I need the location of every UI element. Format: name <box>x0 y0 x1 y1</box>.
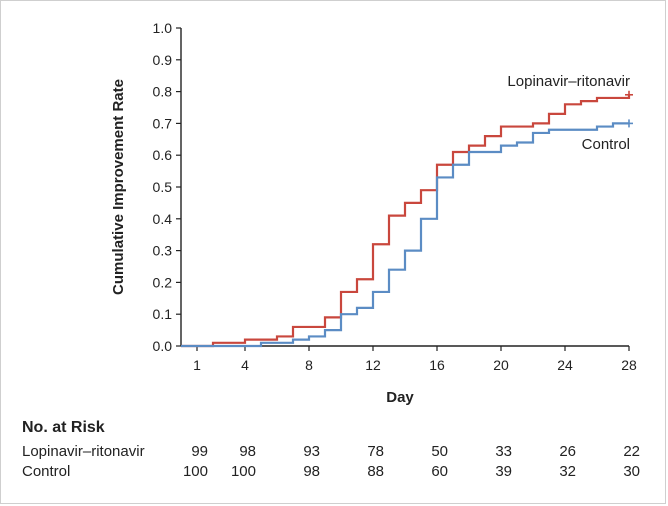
x-tick-label: 20 <box>493 357 509 373</box>
y-tick-label: 0.4 <box>153 211 173 227</box>
y-tick-label: 0.3 <box>153 243 173 259</box>
risk-row-label: Control <box>22 463 71 480</box>
series-line-lopinavir <box>181 94 631 348</box>
x-tick-label: 28 <box>621 357 637 373</box>
x-axis-title: Day <box>386 389 414 406</box>
y-tick-label: 0.5 <box>153 179 173 195</box>
risk-value: 26 <box>559 443 576 460</box>
risk-value: 93 <box>303 443 320 460</box>
risk-value: 100 <box>182 463 208 480</box>
series-label-control: Control <box>582 136 630 153</box>
risk-value: 39 <box>495 463 512 480</box>
y-tick-label: 0.6 <box>153 147 173 163</box>
y-tick-label: 0.9 <box>153 52 173 68</box>
x-tick-label: 12 <box>365 357 381 373</box>
risk-value: 33 <box>495 443 512 460</box>
risk-value: 99 <box>191 443 208 460</box>
series-line-control <box>181 122 629 348</box>
risk-row-lopinavir: Lopinavir–ritonavir 99 98 93 78 50 33 26 22 <box>0 443 668 461</box>
series-layer <box>181 90 633 348</box>
risk-value: 78 <box>367 443 384 460</box>
y-tick-label: 0.0 <box>153 338 173 354</box>
risk-value: 22 <box>623 443 640 460</box>
risk-row-control: Control 100 100 98 88 60 39 32 30 <box>0 463 668 481</box>
y-tick-label: 0.1 <box>153 306 173 322</box>
risk-value: 30 <box>623 463 640 480</box>
axes: 0.0 0.1 0.2 0.3 0.4 0.5 0.6 0.7 0.8 0.9 1.0 1 4 8 12 16… <box>153 20 637 373</box>
series-label-lopinavir: Lopinavir–ritonavir <box>507 73 630 90</box>
risk-value: 88 <box>367 463 384 480</box>
risk-table-title: No. at Risk <box>22 419 105 436</box>
risk-value: 100 <box>230 463 256 480</box>
x-tick-label: 8 <box>305 357 313 373</box>
survival-chart: 0.0 0.1 0.2 0.3 0.4 0.5 0.6 0.7 0.8 0.9 1.0 1 4 8 12 16… <box>110 20 637 406</box>
x-tick-label: 4 <box>241 357 249 373</box>
x-tick-label: 16 <box>429 357 445 373</box>
y-tick-label: 0.2 <box>153 274 173 290</box>
y-axis-title: Cumulative Improvement Rate <box>110 79 127 295</box>
x-tick-label: 24 <box>557 357 573 373</box>
x-tick-label: 1 <box>193 357 201 373</box>
y-tick-label: 0.8 <box>153 84 173 100</box>
risk-value: 50 <box>431 443 448 460</box>
risk-value: 32 <box>559 463 576 480</box>
risk-value: 60 <box>431 463 448 480</box>
y-tick-label: 0.7 <box>153 115 173 131</box>
censor-marker <box>625 90 633 99</box>
y-tick-label: 1.0 <box>153 20 173 36</box>
risk-value: 98 <box>303 463 320 480</box>
censor-marker <box>625 119 633 128</box>
risk-row-label: Lopinavir–ritonavir <box>22 443 145 460</box>
risk-value: 98 <box>239 443 256 460</box>
